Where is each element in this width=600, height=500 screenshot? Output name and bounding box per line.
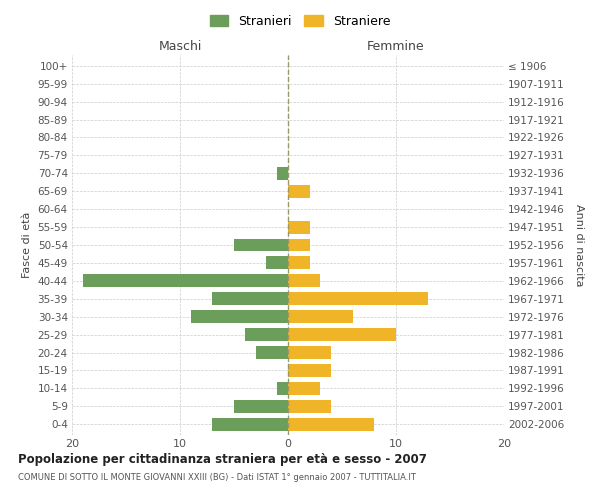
Bar	[288, 364, 331, 377]
Bar	[288, 238, 310, 252]
Bar	[288, 382, 320, 395]
Bar	[256, 346, 288, 359]
Bar	[288, 310, 353, 323]
Bar	[212, 418, 288, 430]
Bar	[288, 256, 310, 270]
Text: Femmine: Femmine	[367, 40, 425, 53]
Text: COMUNE DI SOTTO IL MONTE GIOVANNI XXIII (BG) - Dati ISTAT 1° gennaio 2007 - TUTT: COMUNE DI SOTTO IL MONTE GIOVANNI XXIII …	[18, 472, 416, 482]
Bar	[245, 328, 288, 341]
Bar	[288, 274, 320, 287]
Bar	[288, 418, 374, 430]
Text: Popolazione per cittadinanza straniera per età e sesso - 2007: Popolazione per cittadinanza straniera p…	[18, 452, 427, 466]
Bar	[288, 328, 396, 341]
Bar	[288, 400, 331, 413]
Bar	[83, 274, 288, 287]
Bar	[288, 346, 331, 359]
Bar	[266, 256, 288, 270]
Bar	[277, 167, 288, 180]
Bar	[288, 185, 310, 198]
Bar	[277, 382, 288, 395]
Bar	[288, 292, 428, 305]
Y-axis label: Anni di nascita: Anni di nascita	[574, 204, 584, 286]
Bar	[191, 310, 288, 323]
Legend: Stranieri, Straniere: Stranieri, Straniere	[206, 11, 394, 32]
Bar	[288, 220, 310, 234]
Y-axis label: Fasce di età: Fasce di età	[22, 212, 32, 278]
Bar	[234, 238, 288, 252]
Bar	[212, 292, 288, 305]
Bar	[234, 400, 288, 413]
Text: Maschi: Maschi	[158, 40, 202, 53]
